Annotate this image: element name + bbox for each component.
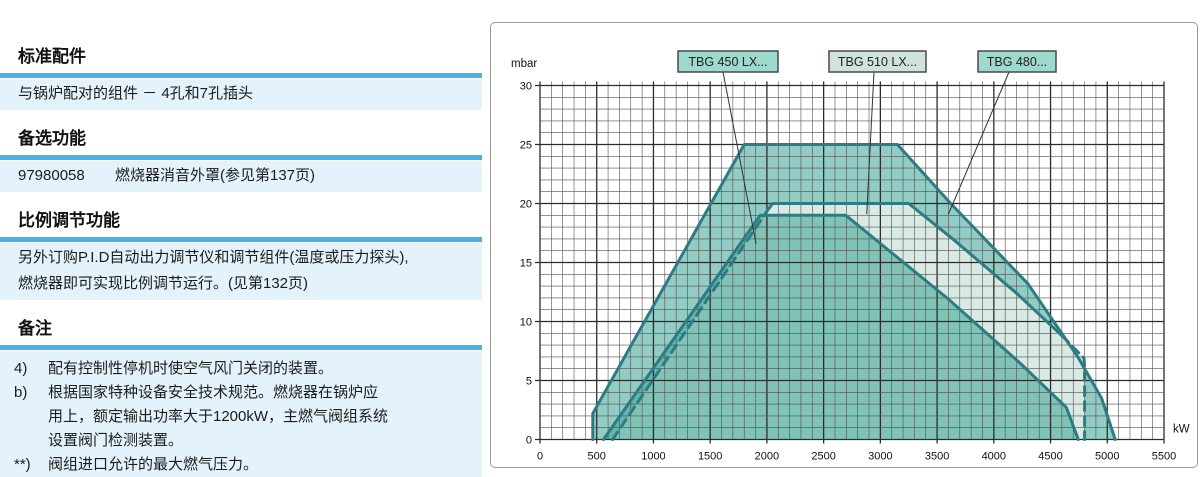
x-tick-label: 3000 bbox=[868, 451, 892, 463]
section-accent-bar bbox=[0, 73, 482, 78]
note-line: 阀组进口允许的最大燃气压力。 bbox=[48, 456, 259, 473]
section-row: 与锅炉配对的组件 － 4孔和7孔插头 bbox=[0, 81, 482, 107]
curve-outer-envelope-curve bbox=[591, 143, 1117, 441]
section-3: 备注 4) 配有控制性停机时使空气风门关闭的装置。 b) 根据国家特种设备安全技术规范。… bbox=[0, 316, 482, 477]
x-tick-label: 500 bbox=[588, 451, 606, 463]
callout-leader-1 bbox=[866, 71, 875, 215]
section-accent-bar bbox=[0, 345, 482, 350]
y-tick-label: 0 bbox=[526, 435, 532, 447]
note-line: 用上，额定输出功率大于1200kW，主燃气阀组系统 bbox=[48, 408, 389, 425]
section-accent-bar bbox=[0, 155, 482, 160]
section-row: 97980058 燃烧器消音外罩(参见第137页) bbox=[0, 163, 482, 189]
section-heading: 标准配件 bbox=[18, 47, 86, 66]
y-tick-label: 30 bbox=[520, 81, 532, 93]
callout-leader-2 bbox=[947, 71, 1010, 215]
note-line: 根据国家特种设备安全技术规范。燃烧器在锅炉应 bbox=[48, 384, 379, 401]
section-heading: 备选功能 bbox=[18, 129, 86, 148]
callout-label-1: TBG 510 LX... bbox=[838, 55, 917, 69]
x-axis-unit: kW bbox=[1173, 424, 1190, 436]
note-line: 设置阀门检测装置。 bbox=[48, 432, 184, 449]
x-tick-label: 2000 bbox=[755, 451, 779, 463]
note-text: 阀组进口允许的最大燃气压力。 bbox=[48, 453, 482, 477]
note-item: **) 阀组进口允许的最大燃气压力。 bbox=[0, 453, 482, 477]
chart-panel: TBG 450 LX... TBG 510 LX... TBG 480... 0 5 10… bbox=[490, 22, 1198, 468]
callout-leader-0 bbox=[722, 71, 757, 244]
x-tick-label: 3500 bbox=[925, 451, 949, 463]
note-marker: **) bbox=[14, 456, 31, 473]
y-axis-unit: mbar bbox=[511, 58, 537, 70]
note-text: 配有控制性停机时使空气风门关闭的装置。 bbox=[48, 357, 482, 381]
row-cell: 燃烧器即可实现比例调节运行。(见第132页) bbox=[18, 275, 309, 292]
y-tick-label: 20 bbox=[520, 199, 532, 211]
curve-middle-curve-solid bbox=[764, 202, 1064, 338]
note-marker: 4) bbox=[14, 360, 28, 377]
section-heading: 比例调节功能 bbox=[18, 211, 120, 230]
section-content: 与锅炉配对的组件 － 4孔和7孔插头 bbox=[0, 79, 482, 110]
section-content: 4) 配有控制性停机时使空气风门关闭的装置。 b) 根据国家特种设备安全技术规范。燃烧… bbox=[0, 351, 482, 477]
callout-box-2 bbox=[977, 50, 1057, 73]
x-tick-label: 4500 bbox=[1038, 451, 1062, 463]
section-row: 另外订购P.I.D自动出力调节仪和调节组件(温度或压力探头), bbox=[0, 245, 482, 271]
callout-label-2: TBG 480... bbox=[987, 55, 1047, 69]
x-tick-label: 0 bbox=[537, 451, 543, 463]
note-item: b) 根据国家特种设备安全技术规范。燃烧器在锅炉应 用上，额定输出功率大于1200k… bbox=[0, 381, 482, 453]
row-cell: 燃烧器消音外罩(参见第137页) bbox=[115, 167, 316, 184]
callout-box-1 bbox=[828, 50, 927, 73]
curve-middle-curve-dashed-1 bbox=[1060, 334, 1087, 441]
y-tick-label: 25 bbox=[520, 140, 532, 152]
section-heading: 备注 bbox=[18, 319, 52, 338]
notes-block: 4) 配有控制性停机时使空气风门关闭的装置。 b) 根据国家特种设备安全技术规范。燃烧… bbox=[0, 353, 482, 477]
x-tick-label: 1000 bbox=[641, 451, 665, 463]
x-tick-label: 1500 bbox=[698, 451, 722, 463]
note-text: 根据国家特种设备安全技术规范。燃烧器在锅炉应 用上，额定输出功率大于1200kW，… bbox=[48, 381, 482, 453]
row-cell: 另外订购P.I.D自动出力调节仪和调节组件(温度或压力探头), bbox=[18, 249, 409, 266]
callout-box-0 bbox=[677, 50, 779, 73]
y-tick-label: 15 bbox=[520, 258, 532, 270]
y-tick-label: 5 bbox=[526, 376, 532, 388]
curve-middle-curve-dashed-0 bbox=[611, 211, 768, 441]
section-row: 燃烧器即可实现比例调节运行。(见第132页) bbox=[0, 271, 482, 297]
x-tick-label: 4000 bbox=[982, 451, 1006, 463]
curve-inner-curve bbox=[602, 213, 1080, 441]
row-cell: 97980058 bbox=[18, 167, 85, 184]
note-marker: b) bbox=[14, 384, 28, 401]
section-accent-bar bbox=[0, 237, 482, 242]
section-1: 备选功能 97980058 燃烧器消音外罩(参见第137页) bbox=[0, 126, 482, 192]
section-0: 标准配件与锅炉配对的组件 － 4孔和7孔插头 bbox=[0, 44, 482, 110]
x-tick-label: 5500 bbox=[1152, 451, 1176, 463]
left-panel: 标准配件与锅炉配对的组件 － 4孔和7孔插头 备选功能 97980058 燃烧器消音外… bbox=[0, 0, 482, 477]
x-tick-label: 5000 bbox=[1095, 451, 1119, 463]
row-cell: 与锅炉配对的组件 － 4孔和7孔插头 bbox=[18, 85, 254, 102]
y-tick-label: 10 bbox=[520, 317, 532, 329]
section-content: 97980058 燃烧器消音外罩(参见第137页) bbox=[0, 161, 482, 192]
operating-range-chart: TBG 450 LX... TBG 510 LX... TBG 480... 0 5 10… bbox=[511, 50, 1190, 463]
note-item: 4) 配有控制性停机时使空气风门关闭的装置。 bbox=[0, 357, 482, 381]
section-content: 另外订购P.I.D自动出力调节仪和调节组件(温度或压力探头), 燃烧器即可实现比例… bbox=[0, 243, 482, 300]
section-2: 比例调节功能另外订购P.I.D自动出力调节仪和调节组件(温度或压力探头), 燃烧器… bbox=[0, 208, 482, 300]
note-line: 配有控制性停机时使空气风门关闭的装置。 bbox=[48, 360, 334, 377]
x-tick-label: 2500 bbox=[811, 451, 835, 463]
callout-label-0: TBG 450 LX... bbox=[688, 55, 767, 69]
